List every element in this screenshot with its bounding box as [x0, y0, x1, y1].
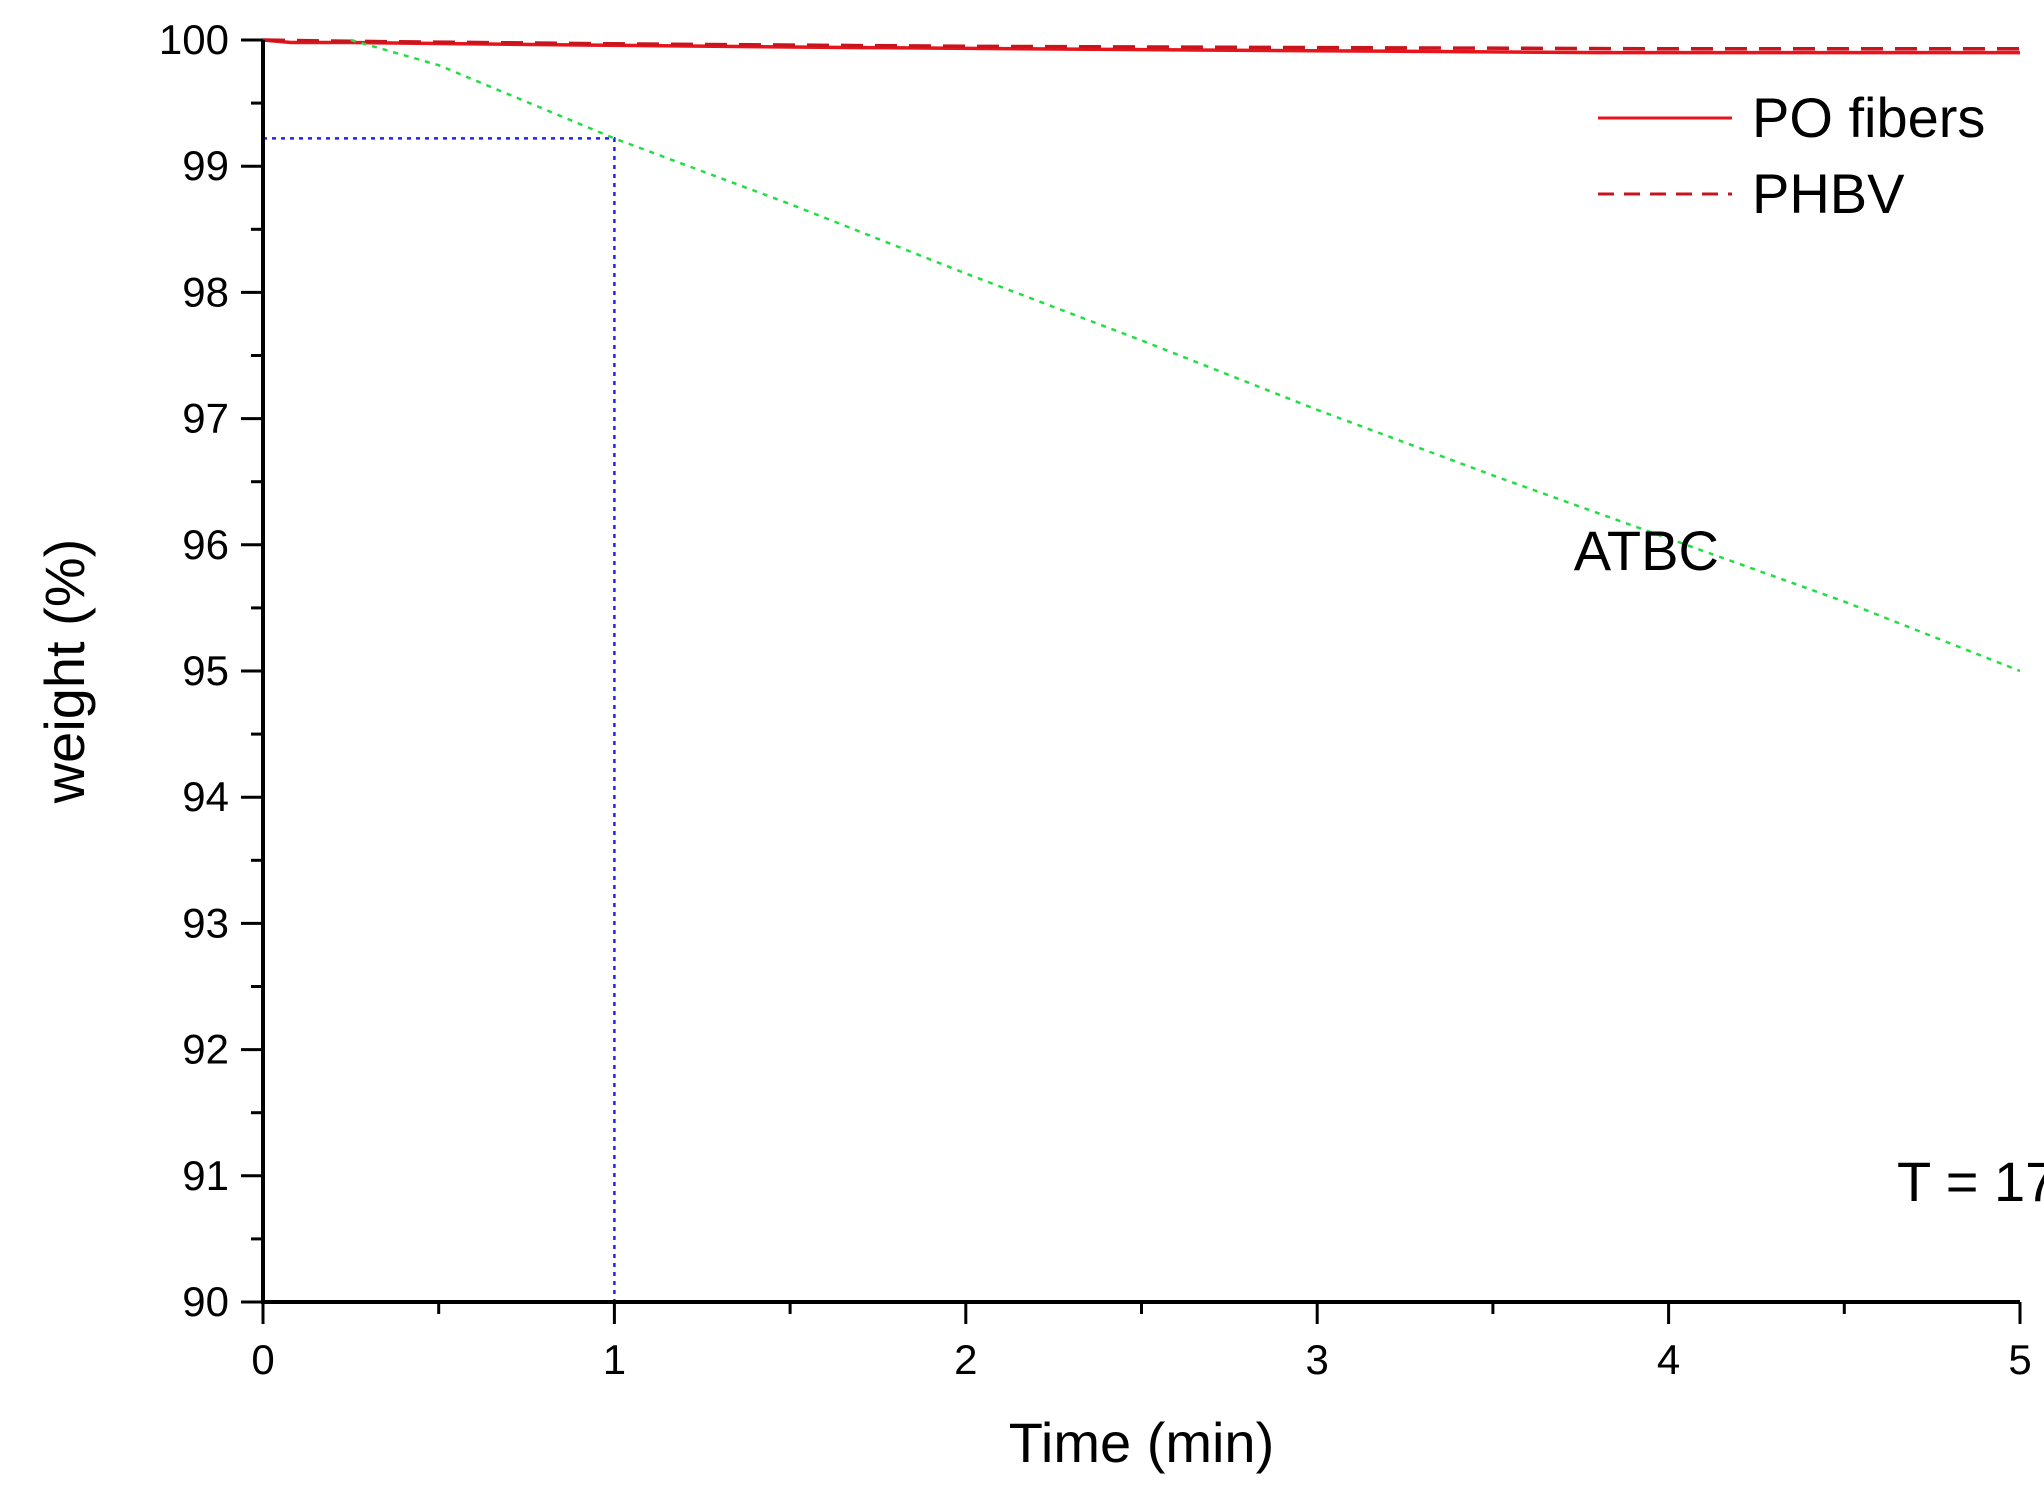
- x-tick-label: 0: [251, 1336, 274, 1383]
- y-tick-label: 93: [182, 899, 229, 946]
- series-line-0: [262, 38, 2020, 55]
- annotation-0: ATBC: [1574, 519, 1719, 582]
- y-tick-label: 92: [182, 1026, 229, 1073]
- y-tick-label: 90: [182, 1278, 229, 1325]
- y-tick-label: 97: [182, 395, 229, 442]
- reference-line: [263, 137, 616, 1302]
- y-tick-label: 94: [182, 773, 229, 820]
- axes: 90 91 92 93 94 95 96 97 98 99 100 0 1 2 3 4 5 Time (min) w…: [33, 16, 2032, 1474]
- legend-label-1: PHBV: [1752, 162, 1905, 225]
- x-tick-label: 1: [603, 1336, 626, 1383]
- y-tick-label: 96: [182, 521, 229, 568]
- x-tick-label: 3: [1306, 1336, 1329, 1383]
- y-tick-label: 100: [159, 16, 229, 63]
- x-tick-label: 5: [2008, 1336, 2031, 1383]
- y-tick-label: 91: [182, 1152, 229, 1199]
- x-axis-title: Time (min): [1009, 1411, 1274, 1474]
- annotations: ATBC T = 170°C: [1574, 519, 2044, 1213]
- y-tick-label: 98: [182, 268, 229, 315]
- y-tick-label: 99: [182, 142, 229, 189]
- y-axis-title: weight (%): [33, 539, 96, 805]
- y-tick-label: 95: [182, 647, 229, 694]
- plot-area: [262, 38, 2021, 1302]
- legend-label-0: PO fibers: [1752, 86, 1985, 149]
- x-tick-label: 4: [1657, 1336, 1680, 1383]
- legend: PO fibers PHBV: [1598, 86, 1985, 225]
- x-tick-label: 2: [954, 1336, 977, 1383]
- annotation-1: T = 170°C: [1897, 1150, 2044, 1213]
